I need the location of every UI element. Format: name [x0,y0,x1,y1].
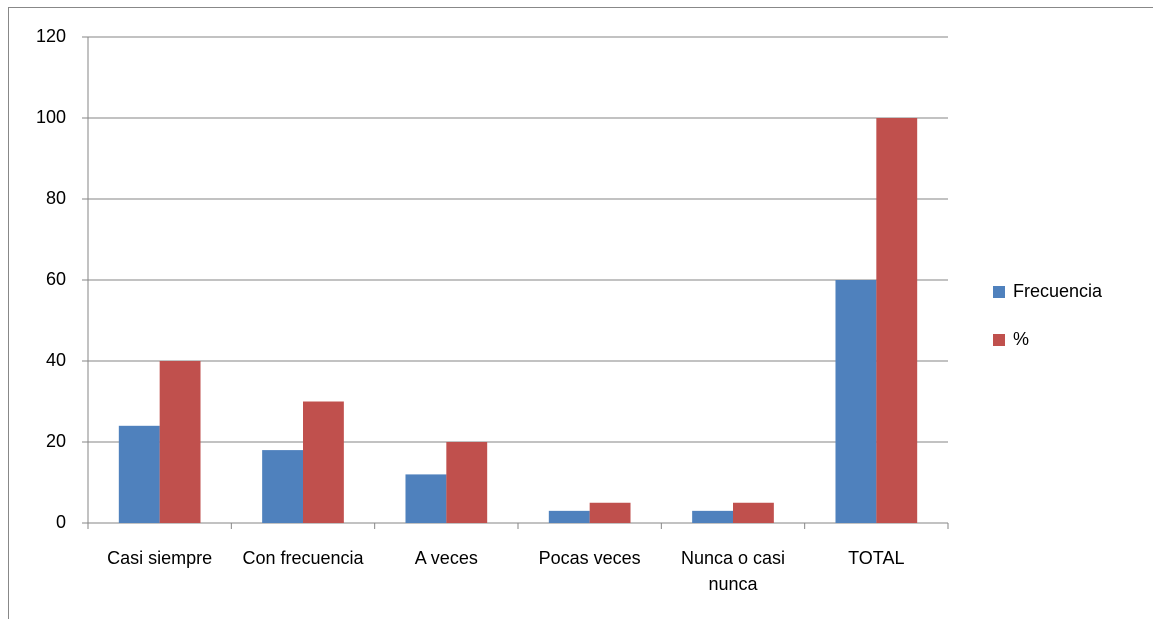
y-tick-label: 120 [36,26,66,46]
y-tick-label: 100 [36,107,66,127]
y-tick-label: 60 [46,269,66,289]
bar [159,361,201,523]
x-tick-label: Nunca o casi nunca [680,548,786,594]
bar [548,510,590,523]
chart-frame [8,7,1153,619]
y-tick-label: 20 [46,431,66,451]
y-tick-label: 80 [46,188,66,208]
x-tick-label: Pocas veces [538,548,641,568]
y-tick-label: 40 [46,350,66,370]
bar [446,442,488,523]
bar [733,502,774,523]
bar [692,510,733,523]
bar [118,425,160,523]
x-tick-label: Casi siempre [107,548,213,568]
x-tick-label: A veces [414,548,478,568]
legend-label: % [1013,329,1029,349]
bar [835,280,877,523]
bar [303,401,344,523]
legend-swatch [993,286,1005,298]
legend-label: Frecuencia [1013,281,1103,301]
x-tick-label: TOTAL [848,548,905,568]
bar [405,474,447,523]
bar [589,502,631,523]
bar [876,118,918,523]
x-tick-label: Con frecuencia [242,548,364,568]
y-tick-label: 0 [56,512,66,532]
legend-swatch [993,334,1005,346]
bar [262,450,303,523]
